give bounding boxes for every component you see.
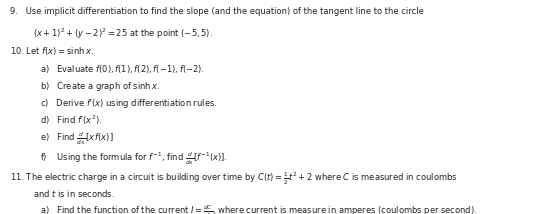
Text: b)   Create a graph of $\sinh x$.: b) Create a graph of $\sinh x$. — [40, 80, 161, 93]
Text: and $t$ is in seconds.: and $t$ is in seconds. — [33, 188, 116, 199]
Text: 11. The electric charge in a circuit is building over time by $C(t) = \frac{1}{2: 11. The electric charge in a circuit is … — [10, 170, 457, 187]
Text: a)   Evaluate $f(0), f(1), f(2), f(-1), f(-2)$.: a) Evaluate $f(0), f(1), f(2), f(-1), f(… — [40, 63, 205, 75]
Text: d)   Find $f'(x^2)$.: d) Find $f'(x^2)$. — [40, 113, 103, 127]
Text: 10. Let $f(x) = \sinh x$.: 10. Let $f(x) = \sinh x$. — [10, 45, 93, 57]
Text: 9.   Use implicit differentiation to find the slope (and the equation) of the ta: 9. Use implicit differentiation to find … — [10, 7, 423, 16]
Text: c)   Derive $f'(x)$ using differentiation rules.: c) Derive $f'(x)$ using differentiation … — [40, 97, 218, 110]
Text: a)   Find the function of the current $I = \frac{dC}{dt}$, where current is meas: a) Find the function of the current $I =… — [40, 204, 478, 214]
Text: f)    Using the formula for $f^{-1}$, find $\frac{d}{dx}[f^{-1}(x)]$.: f) Using the formula for $f^{-1}$, find … — [40, 151, 228, 167]
Text: $(x + 1)^2 + (y - 2)^2 = 25$ at the point $(-5, 5)$.: $(x + 1)^2 + (y - 2)^2 = 25$ at the poin… — [33, 26, 213, 40]
Text: e)   Find $\frac{d}{dx}[x\, f(x)]$: e) Find $\frac{d}{dx}[x\, f(x)]$ — [40, 131, 114, 147]
